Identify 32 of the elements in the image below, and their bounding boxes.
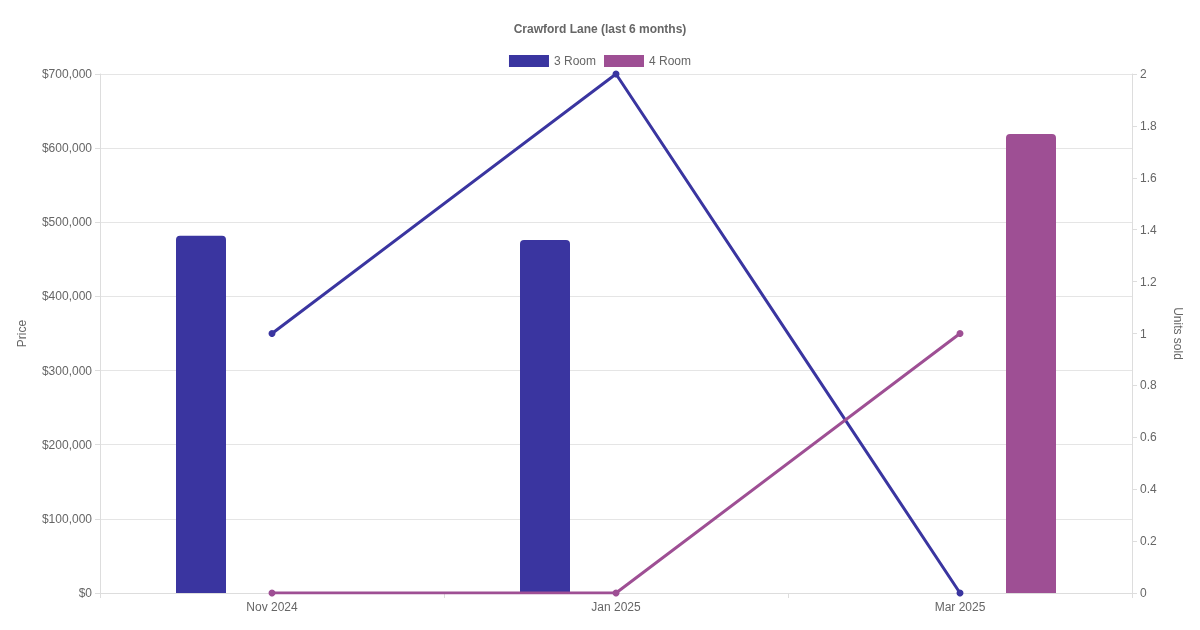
y-tick-label: $100,000 bbox=[41, 511, 93, 526]
x-tick-label: Mar 2025 bbox=[934, 600, 986, 614]
y2-tick-label: 0.8 bbox=[1140, 378, 1158, 393]
y-tick-label: $0 bbox=[78, 586, 93, 600]
bar bbox=[520, 240, 570, 593]
y-tick-label: $300,000 bbox=[41, 363, 93, 378]
y2-tick-label: 0.6 bbox=[1140, 430, 1158, 445]
y-tick-label: $400,000 bbox=[41, 289, 93, 304]
y2-tick-label: 0.2 bbox=[1140, 534, 1158, 549]
point bbox=[268, 330, 276, 337]
y2-tick-label: 2 bbox=[1140, 67, 1147, 81]
y-tick-label: $600,000 bbox=[41, 141, 93, 156]
bar bbox=[1006, 134, 1056, 593]
legend-label: 4 Room bbox=[649, 54, 692, 68]
legend-label: 3 Room bbox=[553, 54, 597, 68]
y-tick-label: $200,000 bbox=[41, 437, 93, 452]
chart-title: Crawford Lane (last 6 months) bbox=[513, 22, 687, 36]
x-tick-label: Nov 2024 bbox=[246, 600, 299, 614]
point bbox=[956, 330, 964, 337]
y2-tick-label: 1.4 bbox=[1140, 222, 1158, 237]
y2-tick-label: 1.2 bbox=[1140, 274, 1158, 289]
y2-tick-label: 1.8 bbox=[1140, 118, 1158, 133]
y-tick-label: $500,000 bbox=[41, 215, 93, 230]
y-tick-label: $700,000 bbox=[41, 67, 93, 81]
y-axis-title: Price bbox=[15, 319, 29, 348]
y2-tick-label: 1 bbox=[1140, 326, 1147, 341]
x-tick-label: Jan 2025 bbox=[591, 600, 642, 614]
y2-tick-label: 0 bbox=[1140, 586, 1147, 600]
y2-axis-title: Units sold bbox=[1171, 307, 1185, 360]
bar bbox=[176, 235, 226, 593]
y2-tick-label: 1.6 bbox=[1140, 170, 1158, 185]
y2-tick-label: 0.4 bbox=[1140, 482, 1158, 497]
